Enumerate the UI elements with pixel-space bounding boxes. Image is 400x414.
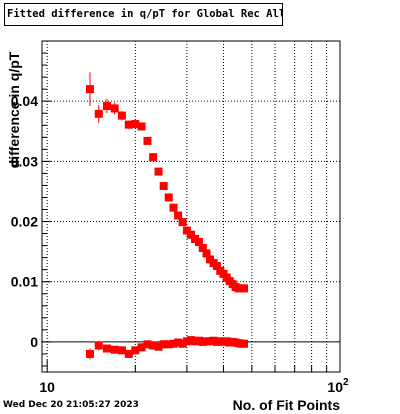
y-tick-label: 0.04 — [11, 93, 38, 109]
data-point — [154, 342, 163, 351]
data-point — [149, 153, 158, 162]
data-point — [94, 109, 103, 118]
data-point — [164, 193, 173, 202]
data-point — [182, 226, 191, 235]
data-point — [102, 101, 111, 110]
data-point — [143, 340, 152, 349]
data-point — [174, 338, 183, 347]
data-point — [124, 349, 133, 358]
data-point — [169, 339, 178, 348]
data-point — [85, 349, 94, 358]
data-point — [137, 122, 146, 131]
data-point — [143, 136, 152, 145]
data-point — [182, 337, 191, 346]
data-point — [198, 244, 207, 253]
data-point — [239, 339, 248, 348]
data-point — [110, 345, 119, 354]
data-point — [149, 341, 158, 350]
data-point — [110, 104, 119, 113]
axes: 0 0.01 0.02 0.03 0.04 10 102 — [11, 52, 349, 395]
data-point — [187, 230, 196, 239]
grid — [42, 41, 341, 372]
plot-frame — [41, 40, 341, 373]
data-point — [154, 167, 163, 176]
data-point — [169, 203, 178, 212]
data-point — [159, 340, 168, 349]
data-point — [239, 284, 248, 293]
data-point — [174, 211, 183, 220]
x-axis-title: No. of Fit Points — [233, 397, 341, 413]
timestamp: Wed Dec 20 21:05:27 2023 — [3, 400, 139, 410]
data-point — [117, 346, 126, 355]
y-tick-label: 0.03 — [11, 153, 38, 169]
data-point — [94, 341, 103, 350]
data-point — [137, 343, 146, 352]
data-point — [124, 120, 133, 129]
chart-title-box: Fitted difference in q/pT for Global Rec… — [4, 3, 283, 26]
y-tick-label: 0 — [30, 334, 38, 350]
data-point — [195, 238, 204, 247]
data-point — [187, 336, 196, 345]
data-point — [102, 344, 111, 353]
x-tick-label: 102 — [327, 377, 349, 395]
data-point — [117, 111, 126, 120]
data-point — [131, 346, 140, 355]
data-point — [212, 262, 221, 271]
data-marks — [85, 72, 248, 360]
data-point — [202, 249, 211, 258]
data-point — [178, 218, 187, 227]
x-tick-label: 10 — [39, 379, 55, 395]
y-tick-label: 0.01 — [11, 274, 38, 290]
y-axis-title: difference in q/pT — [6, 51, 22, 168]
y-tick-label: 0.02 — [11, 214, 38, 230]
data-point — [178, 339, 187, 348]
data-point — [159, 182, 168, 191]
chart-title: Fitted difference in q/pT for Global Rec… — [7, 8, 282, 20]
data-point — [164, 340, 173, 349]
data-point — [85, 85, 94, 94]
data-point — [131, 120, 140, 129]
